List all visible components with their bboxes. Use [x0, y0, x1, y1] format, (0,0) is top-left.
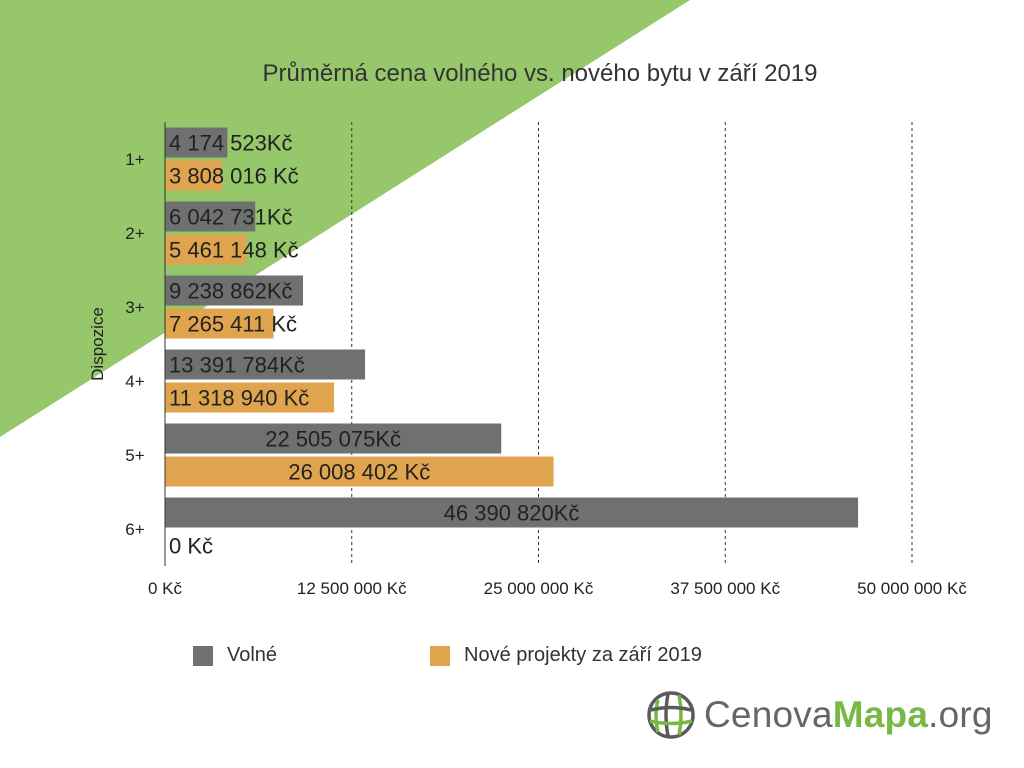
chart-title: Průměrná cena volného vs. nového bytu v …	[262, 60, 818, 87]
grid-lines	[351, 122, 913, 566]
bar	[165, 275, 304, 306]
bar	[165, 201, 256, 232]
data-labels: 4 174 523Kč 3 808 016 Kč 6 042 731Kč 5 461 …	[169, 131, 579, 559]
bar	[165, 308, 274, 339]
category-label: 2+	[125, 224, 144, 243]
data-label: 5 461 148 Kč	[169, 238, 299, 263]
category-label: 1+	[125, 150, 144, 169]
logo-text-cenova: Cenova	[704, 694, 833, 735]
data-label: 7 265 411 Kč	[169, 312, 297, 337]
bar	[165, 349, 366, 380]
bar	[165, 497, 859, 528]
x-tick-label: 0 Kč	[148, 579, 183, 598]
x-tick-label: 50 000 000 Kč	[857, 579, 967, 598]
bar	[165, 127, 228, 158]
data-label: 26 008 402 Kč	[288, 460, 430, 485]
bar	[165, 160, 222, 191]
x-tick-label: 12 500 000 Kč	[297, 579, 407, 598]
x-tick-label: 25 000 000 Kč	[484, 579, 594, 598]
x-tick-label: 37 500 000 Kč	[670, 579, 780, 598]
bar	[165, 382, 335, 413]
logo-text-org: .org	[928, 694, 993, 735]
legend-swatch-volne	[193, 645, 213, 666]
data-label: 6 042 731Kč	[169, 205, 293, 230]
category-label: 4+	[125, 372, 144, 391]
legend-label-volne: Volné	[227, 644, 278, 666]
legend-item-volne: Volné	[193, 644, 277, 667]
axes: 0 Kč 12 500 000 Kč 25 000 000 Kč 37 500 000…	[88, 122, 967, 598]
data-label: 22 505 075Kč	[265, 427, 401, 452]
legend-swatch-nove	[430, 645, 450, 666]
bar	[165, 423, 502, 454]
data-label: 46 390 820Kč	[444, 501, 580, 526]
logo-text: CenovaMapa.org	[704, 694, 993, 736]
legend-label-nove: Nové projekty za září 2019	[464, 644, 702, 666]
data-label: 11 318 940 Kč	[169, 386, 309, 411]
cenovamapa-logo: CenovaMapa.org	[644, 688, 993, 742]
data-label: 9 238 862Kč	[169, 279, 293, 304]
y-axis-title: Dispozice	[88, 307, 107, 381]
category-label: 5+	[125, 446, 144, 465]
legend-item-nove: Nové projekty za září 2019	[430, 644, 702, 667]
data-label: 0 Kč	[169, 534, 213, 559]
bar	[165, 456, 554, 487]
category-label: 3+	[125, 298, 144, 317]
bars	[165, 127, 859, 528]
data-label: 13 391 784Kč	[169, 353, 305, 378]
data-label: 4 174 523Kč	[169, 131, 293, 156]
bar	[165, 234, 247, 265]
data-label: 3 808 016 Kč	[169, 164, 299, 189]
globe-icon	[647, 691, 695, 739]
logo-text-mapa: Mapa	[832, 694, 929, 735]
category-label: 6+	[125, 520, 144, 539]
